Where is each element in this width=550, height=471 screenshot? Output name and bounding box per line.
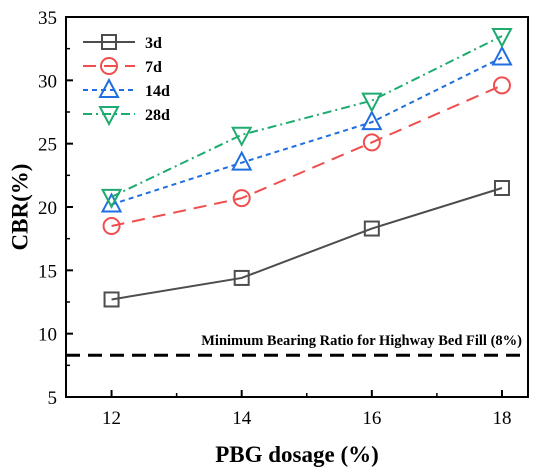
data-point-3d-16	[363, 220, 380, 237]
legend-marker-14d	[98, 77, 120, 98]
y-axis-title: CBR(%)	[8, 164, 33, 251]
x-tick-label-14: 14	[232, 408, 252, 429]
y-tick-label-20: 20	[38, 198, 57, 219]
data-point-7d-18	[492, 76, 511, 95]
data-point-7d-16	[362, 133, 381, 152]
reference-line-label: Minimum Bearing Ratio for Highway Bed Fi…	[201, 333, 522, 349]
y-tick-label-15: 15	[38, 261, 57, 282]
y-tick-label-35: 35	[38, 8, 57, 29]
data-point-14d-16	[361, 109, 383, 131]
data-point-7d-14	[232, 189, 251, 208]
series-line-7d	[111, 84, 503, 227]
legend-label-14d: 14d	[145, 83, 170, 100]
data-point-28d-14	[231, 126, 253, 147]
data-point-14d-12	[100, 192, 123, 213]
x-tick-label-18: 18	[492, 408, 511, 429]
data-point-7d-12	[102, 217, 121, 235]
series-3d	[103, 180, 510, 308]
series-line-28d	[111, 35, 503, 198]
data-point-14d-14	[231, 150, 253, 171]
series-line-3d	[111, 187, 503, 301]
data-point-28d-18	[491, 28, 513, 49]
x-tick-label-12: 12	[102, 408, 121, 429]
legend-marker-3d	[101, 34, 117, 50]
series-line-14d	[111, 56, 503, 206]
y-tick-label-10: 10	[38, 325, 57, 346]
legend-item-28d: 28d	[83, 106, 170, 127]
legend-marker-7d	[100, 57, 118, 75]
series-28d	[100, 28, 513, 210]
y-tick-label-25: 25	[38, 135, 57, 156]
series-7d	[102, 76, 511, 235]
x-tick-label-16: 16	[362, 408, 381, 429]
data-point-28d-12	[100, 188, 123, 210]
legend-item-3d: 3d	[83, 34, 162, 52]
data-point-3d-12	[103, 291, 120, 308]
x-axis-title: PBG dosage (%)	[215, 442, 379, 467]
legend-item-14d: 14d	[83, 77, 170, 100]
y-tick-label-30: 30	[38, 71, 57, 92]
legend-label-7d: 7d	[145, 59, 162, 76]
legend-marker-28d	[98, 106, 120, 127]
y-tick-label-5: 5	[48, 388, 58, 409]
data-point-14d-18	[491, 45, 513, 66]
axes: 12 14 16 18 5 10 15 20 25 30 35	[38, 8, 511, 429]
legend-item-7d: 7d	[83, 57, 162, 76]
legend-label-28d: 28d	[145, 107, 170, 124]
data-point-3d-18	[493, 180, 510, 196]
data-point-3d-14	[233, 269, 250, 286]
series-14d	[100, 45, 513, 213]
legend-label-3d: 3d	[145, 35, 162, 52]
reference-layer: Minimum Bearing Ratio for Highway Bed Fi…	[66, 333, 528, 357]
legend: 3d 7d 14d 28d	[83, 34, 170, 127]
data-point-28d-16	[361, 92, 383, 113]
series-layer	[100, 28, 513, 308]
